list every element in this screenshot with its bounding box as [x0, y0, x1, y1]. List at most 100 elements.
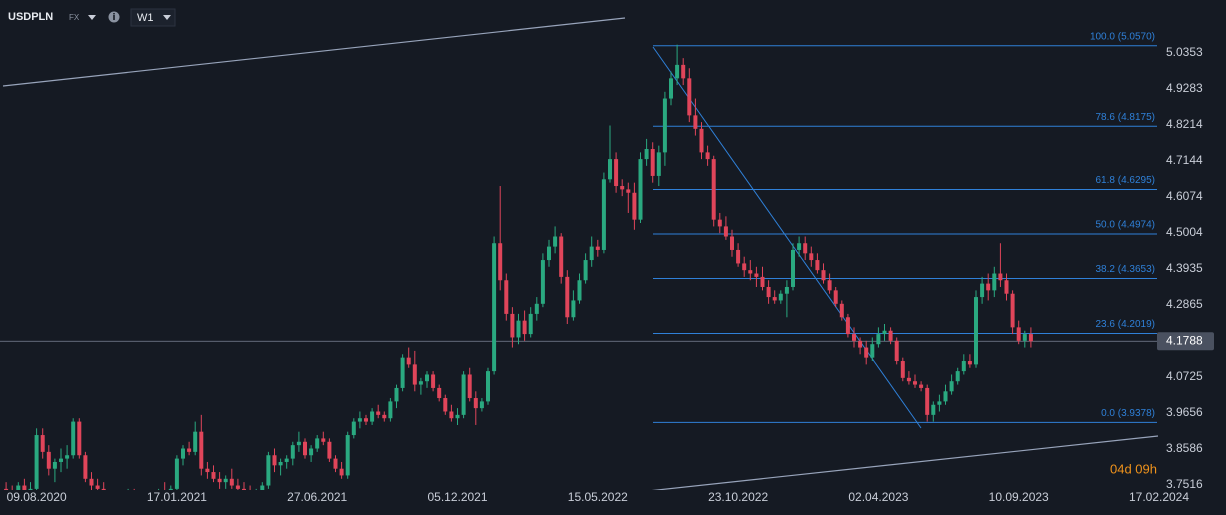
candle-body	[754, 273, 759, 277]
candle-body	[601, 179, 606, 250]
candle-body	[675, 64, 680, 79]
candle-body	[83, 455, 88, 479]
x-tick-label: 05.12.2021	[427, 490, 487, 504]
candle-body	[370, 411, 375, 422]
candle-body	[900, 361, 905, 378]
x-tick-label: 02.04.2023	[848, 490, 908, 504]
candle-body	[16, 485, 21, 490]
candle-body	[522, 320, 527, 335]
candle-body	[870, 344, 875, 358]
candle-body	[71, 421, 76, 456]
candle-body	[455, 414, 460, 419]
info-icon-glyph	[113, 15, 115, 20]
fib-diagonal	[652, 46, 922, 429]
candle-body	[705, 152, 710, 160]
candle-body	[913, 381, 917, 385]
fib-label: 23.6 (4.2019)	[1096, 319, 1156, 330]
candle-body	[492, 243, 497, 372]
candle-body	[461, 374, 466, 415]
candle-body	[906, 377, 911, 382]
candle-body	[791, 249, 795, 287]
candle-body	[669, 78, 673, 99]
candle-body	[876, 334, 881, 345]
candle-body	[644, 149, 649, 160]
candle-body	[626, 189, 631, 193]
candle-body	[467, 374, 472, 399]
candle-body	[858, 340, 863, 348]
candle-body	[59, 458, 63, 462]
candle-body	[955, 371, 960, 382]
trend-line	[651, 435, 1158, 490]
candle-body	[931, 404, 936, 415]
fib-label: 61.8 (4.6295)	[1096, 175, 1156, 186]
x-tick-label: 09.08.2020	[7, 490, 67, 504]
candle-body	[748, 270, 753, 274]
candle-body	[553, 236, 558, 247]
candle-body	[46, 451, 51, 469]
candle-body	[815, 260, 820, 271]
symbol[interactable]: USDPLN	[8, 11, 53, 23]
candle-body	[949, 381, 954, 392]
candle-body	[717, 219, 722, 227]
candle-body	[1010, 293, 1015, 328]
candle-body	[95, 485, 100, 489]
candle-body	[693, 115, 698, 129]
candle-body	[784, 286, 789, 294]
candle-body	[608, 159, 612, 180]
candle-body	[394, 387, 399, 402]
candle-body	[40, 435, 45, 452]
candle-body	[327, 441, 332, 459]
candle-body	[925, 387, 930, 415]
candle-body	[699, 128, 704, 153]
candle-body	[894, 340, 899, 362]
candle-body	[34, 435, 39, 489]
candle-body	[809, 253, 814, 261]
candle-body	[52, 461, 57, 469]
symbol-dropdown[interactable]	[88, 15, 96, 20]
candle-body	[589, 246, 594, 261]
candle-body	[333, 458, 338, 469]
candle-body	[974, 297, 978, 365]
candle-body	[980, 283, 985, 298]
timeframe-dropdown[interactable]	[163, 15, 171, 20]
y-tick-label: 4.5004	[1166, 225, 1203, 239]
plot-area	[0, 17, 1158, 490]
candle-body	[315, 438, 320, 449]
candle-body	[565, 276, 570, 318]
candle-body	[284, 458, 289, 462]
candle-body	[290, 445, 295, 459]
candle-body	[242, 488, 246, 490]
fib-label: 0.0 (3.9378)	[1101, 408, 1155, 419]
x-tick-label: 10.09.2023	[989, 490, 1049, 504]
candle-body	[888, 330, 893, 341]
candle-body	[339, 468, 344, 476]
candle-body	[827, 280, 832, 291]
candle-body	[656, 152, 661, 176]
candle-body	[687, 78, 692, 116]
candle-body	[101, 488, 106, 490]
timeframe-box[interactable]	[130, 8, 176, 27]
candle-body	[534, 303, 539, 314]
x-tick-label: 15.05.2022	[568, 490, 628, 504]
x-tick-label: 23.10.2022	[708, 490, 768, 504]
candle-body	[321, 438, 326, 442]
candle-body	[736, 249, 741, 264]
candle-body	[486, 371, 490, 402]
candle-body	[803, 243, 808, 254]
y-tick-label: 4.9283	[1166, 81, 1203, 95]
candle-body	[632, 192, 637, 220]
candle-body	[577, 280, 582, 301]
candle-body	[510, 313, 515, 338]
info-icon-glyph	[113, 13, 115, 15]
candle-body	[418, 381, 423, 385]
last-price-badge	[1157, 332, 1214, 351]
fib-label: 38.2 (4.3653)	[1096, 264, 1156, 275]
candle-body	[406, 357, 411, 365]
candle-body	[778, 293, 783, 301]
candle-body	[437, 387, 442, 399]
candle-body	[730, 236, 734, 250]
candle-body	[260, 485, 265, 490]
y-tick-label: 4.8214	[1166, 117, 1203, 131]
